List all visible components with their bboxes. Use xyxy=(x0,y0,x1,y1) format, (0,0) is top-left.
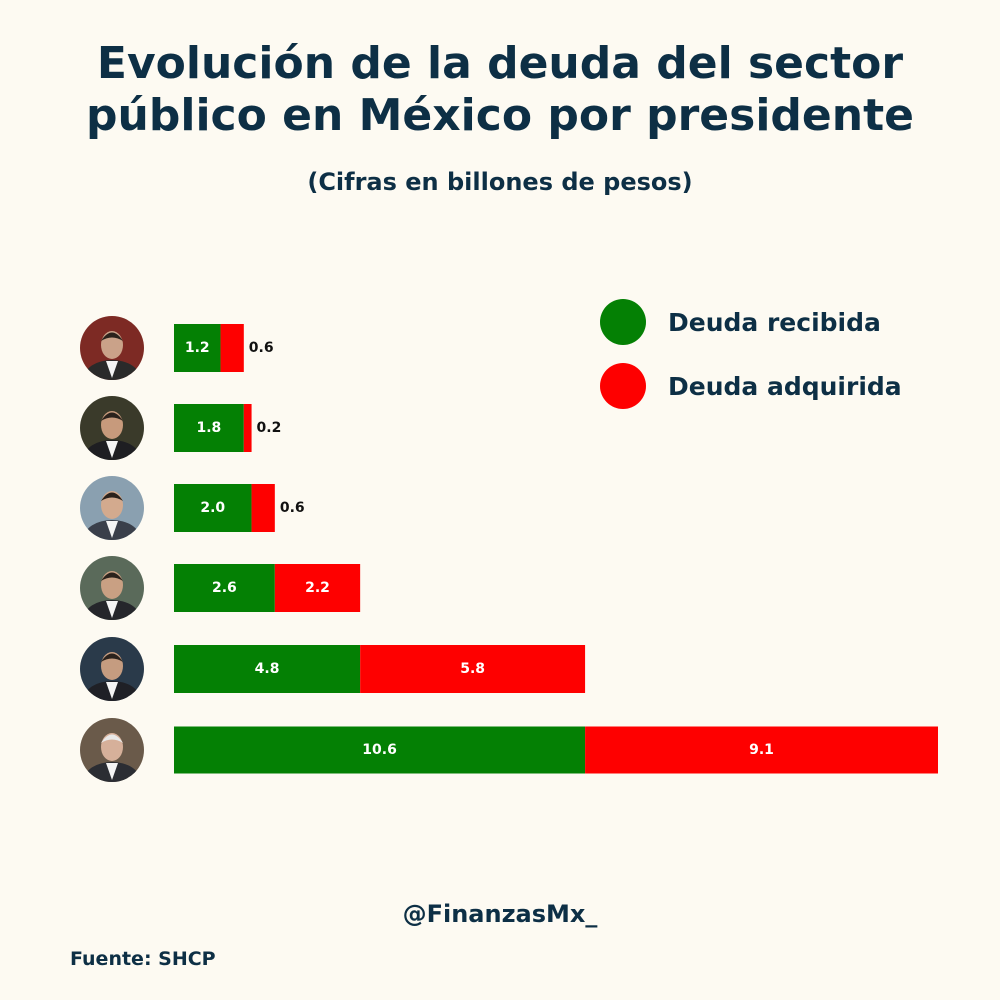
bar-recibida-1 xyxy=(174,324,221,372)
bar-adquirida-6 xyxy=(585,726,938,774)
bar-recibida-4 xyxy=(174,564,275,612)
bar-adquirida-5 xyxy=(360,645,586,693)
legend-item-recibida: Deuda recibida xyxy=(600,299,881,345)
label-recibida-5: 4.8 xyxy=(255,661,280,677)
label-adquirida-4: 2.2 xyxy=(305,580,330,596)
legend-swatch-recibida xyxy=(600,299,646,345)
bar-adquirida-1 xyxy=(220,324,244,372)
president-portrait-2 xyxy=(80,396,144,460)
label-adquirida-5: 5.8 xyxy=(460,661,485,677)
label-adquirida-6: 9.1 xyxy=(749,742,774,758)
bar-recibida-5 xyxy=(174,645,361,693)
social-handle: @FinanzasMx_ xyxy=(402,900,598,928)
chart-title-line-1: Evolución de la deuda del sector xyxy=(96,38,904,89)
president-portrait-4 xyxy=(80,556,144,620)
legend-item-adquirida: Deuda adquirida xyxy=(600,363,902,409)
legend-label-adquirida: Deuda adquirida xyxy=(668,371,902,401)
label-adquirida-3: 0.6 xyxy=(280,500,305,516)
bar-recibida-2 xyxy=(174,404,244,452)
chart-title-line-2: público en México por presidente xyxy=(86,90,914,141)
president-portrait-5 xyxy=(80,637,144,701)
legend-swatch-adquirida xyxy=(600,363,646,409)
president-portrait-3 xyxy=(80,476,144,540)
legend-label-recibida: Deuda recibida xyxy=(668,307,881,337)
bar-adquirida-4 xyxy=(274,564,361,612)
label-recibida-3: 2.0 xyxy=(200,500,225,516)
chart-title: Evolución de la deuda del sector público… xyxy=(0,38,1000,142)
bar-adquirida-2 xyxy=(243,404,252,452)
source-note: Fuente: SHCP xyxy=(70,948,216,970)
label-recibida-6: 10.6 xyxy=(362,742,397,758)
president-portrait-1 xyxy=(80,316,144,380)
chart-subtitle: (Cifras en billones de pesos) xyxy=(307,168,693,196)
president-portrait-6 xyxy=(80,718,144,782)
label-recibida-1: 1.2 xyxy=(185,340,210,356)
label-adquirida-1: 0.6 xyxy=(249,340,274,356)
bar-adquirida-3 xyxy=(251,484,275,532)
label-adquirida-2: 0.2 xyxy=(257,420,282,436)
label-recibida-2: 1.8 xyxy=(196,420,221,436)
bar-recibida-3 xyxy=(174,484,252,532)
bar-recibida-6 xyxy=(174,726,586,774)
label-recibida-4: 2.6 xyxy=(212,580,237,596)
